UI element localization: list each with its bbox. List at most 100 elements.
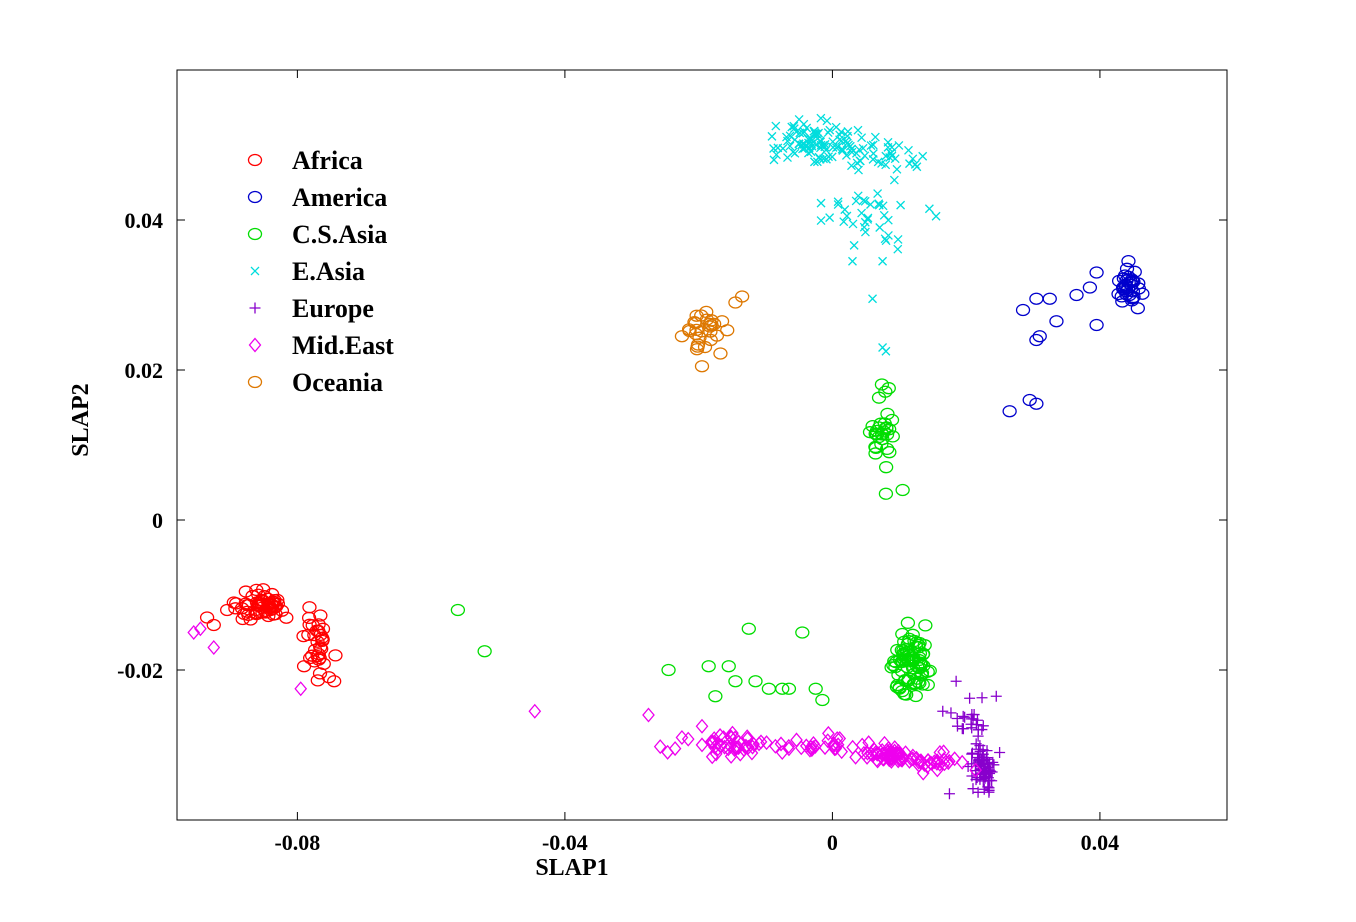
data-point [878,256,888,266]
y-axis-label: SLAP2 [68,383,94,456]
legend-item: Africa [247,146,363,175]
data-point [1119,262,1135,275]
data-point [1121,283,1136,296]
legend-item: E.Asia [250,257,365,286]
legend-label: E.Asia [292,257,365,286]
y-tick-label: 0.02 [125,358,164,383]
data-point [1042,292,1057,305]
data-point [741,622,756,635]
data-point [728,742,741,758]
data-point [857,208,867,218]
data-point [907,634,922,648]
series-c-s-asia [450,378,937,707]
data-point [310,674,325,687]
data-point [871,753,884,769]
data-point [775,744,789,761]
data-point [220,603,235,617]
data-point [964,692,976,704]
data-point [904,654,920,667]
data-point [207,639,221,656]
data-point [881,346,891,356]
series-africa [199,583,343,688]
data-point [238,585,254,598]
data-point [839,217,849,227]
data-point [748,675,763,688]
data-point [721,741,735,757]
data-point [311,648,326,661]
legend-label: C.S.Asia [292,220,387,249]
data-point [912,162,922,172]
x-tick-label: -0.08 [274,830,320,855]
data-point [888,660,903,674]
data-point [714,315,730,328]
data-point [918,757,931,773]
data-point [931,211,941,221]
data-point [957,710,969,722]
data-point [875,432,890,446]
data-point [860,749,874,765]
data-point [965,718,977,730]
data-point [1069,288,1084,302]
data-point [896,200,906,210]
data-point [833,142,843,152]
data-point [868,294,878,304]
data-point [893,235,903,244]
data-point [695,737,709,753]
data-point [794,114,804,124]
data-point [681,731,695,747]
data-point [741,731,754,747]
data-point [709,746,723,762]
data-point [705,749,719,765]
data-point [692,331,707,344]
legend-label: Oceania [292,368,383,397]
data-point [883,137,893,147]
axis-ticks [177,70,1227,820]
data-point [835,130,845,140]
data-point [921,753,935,769]
data-point [807,139,817,149]
data-point [878,487,894,500]
data-point [942,753,956,769]
data-point [901,674,916,687]
data-point [905,628,920,641]
data-point [841,150,851,160]
data-point [889,680,905,694]
data-point [226,596,241,609]
series-mid-east [187,621,982,781]
data-point [874,438,889,451]
data-point [874,378,890,391]
data-point [726,725,739,741]
data-point [978,783,990,795]
data-point [818,140,828,150]
data-point [815,136,825,146]
data-point [987,756,999,768]
data-point [783,136,792,146]
data-point [661,663,676,677]
series-oceania [674,290,750,373]
legend-label: Mid.East [292,331,394,360]
data-point [877,158,887,168]
data-point [789,124,799,134]
data-point [907,677,923,691]
data-point [833,200,843,210]
data-point [990,690,1002,702]
data-point [882,446,897,459]
data-point [1125,291,1140,305]
data-point [767,131,777,141]
data-point [701,660,716,673]
data-point [761,682,777,695]
data-point [900,616,916,629]
data-point [966,748,978,760]
data-point [775,682,790,695]
data-point [866,747,880,763]
data-point [827,738,840,754]
x-tick-label: -0.04 [542,830,588,855]
data-point [1082,281,1098,294]
data-point [699,313,715,326]
data-point [718,739,731,755]
legend-item: Oceania [247,368,383,397]
data-point [816,198,826,208]
data-point [752,736,766,752]
data-point [971,714,983,726]
data-point [328,649,343,662]
